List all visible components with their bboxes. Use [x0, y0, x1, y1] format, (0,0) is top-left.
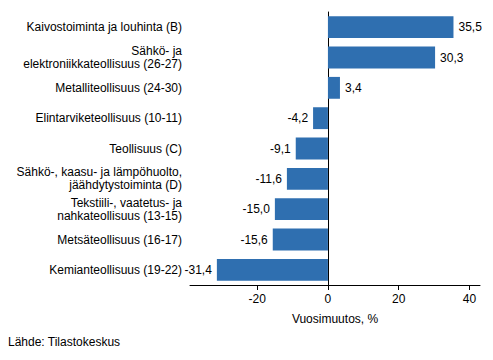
svg-text:Kaivostoiminta ja louhinta (B): Kaivostoiminta ja louhinta (B): [27, 20, 182, 34]
svg-text:-31,4: -31,4: [185, 263, 213, 277]
svg-text:30,3: 30,3: [440, 51, 464, 65]
svg-text:Lähde: Tilastokeskus: Lähde: Tilastokeskus: [8, 335, 120, 349]
svg-text:Elintarviketeollisuus (10-11): Elintarviketeollisuus (10-11): [35, 111, 182, 125]
svg-text:-9,1: -9,1: [270, 142, 291, 156]
svg-text:-20: -20: [249, 292, 267, 306]
svg-text:35,5: 35,5: [458, 20, 482, 34]
svg-text:-15,0: -15,0: [243, 202, 271, 216]
svg-text:-4,2: -4,2: [287, 111, 308, 125]
svg-text:Teollisuus (C): Teollisuus (C): [109, 142, 182, 156]
svg-text:nahkateollisuus (13-15): nahkateollisuus (13-15): [57, 209, 182, 223]
svg-text:40: 40: [463, 292, 477, 306]
svg-text:Tekstiili-, vaatetus- ja: Tekstiili-, vaatetus- ja: [71, 196, 183, 210]
svg-text:Metalliteollisuus (24-30): Metalliteollisuus (24-30): [55, 81, 182, 95]
svg-text:elektroniikkateollisuus (26-27: elektroniikkateollisuus (26-27): [23, 57, 182, 71]
svg-text:3,4: 3,4: [345, 81, 362, 95]
svg-text:20: 20: [392, 292, 406, 306]
svg-text:Sähkö-, kaasu- ja lämpöhuolto,: Sähkö-, kaasu- ja lämpöhuolto,: [17, 165, 182, 179]
svg-text:jäähdytystoiminta (D): jäähdytystoiminta (D): [68, 178, 182, 192]
svg-text:Kemianteollisuus (19-22): Kemianteollisuus (19-22): [49, 263, 182, 277]
svg-text:Sähkö- ja: Sähkö- ja: [131, 44, 182, 58]
svg-text:0: 0: [325, 292, 332, 306]
svg-text:-11,6: -11,6: [255, 172, 282, 186]
svg-text:Vuosimuutos, %: Vuosimuutos, %: [292, 312, 379, 326]
svg-text:Metsäteollisuus (16-17): Metsäteollisuus (16-17): [57, 233, 182, 247]
svg-text:-15,6: -15,6: [240, 233, 268, 247]
